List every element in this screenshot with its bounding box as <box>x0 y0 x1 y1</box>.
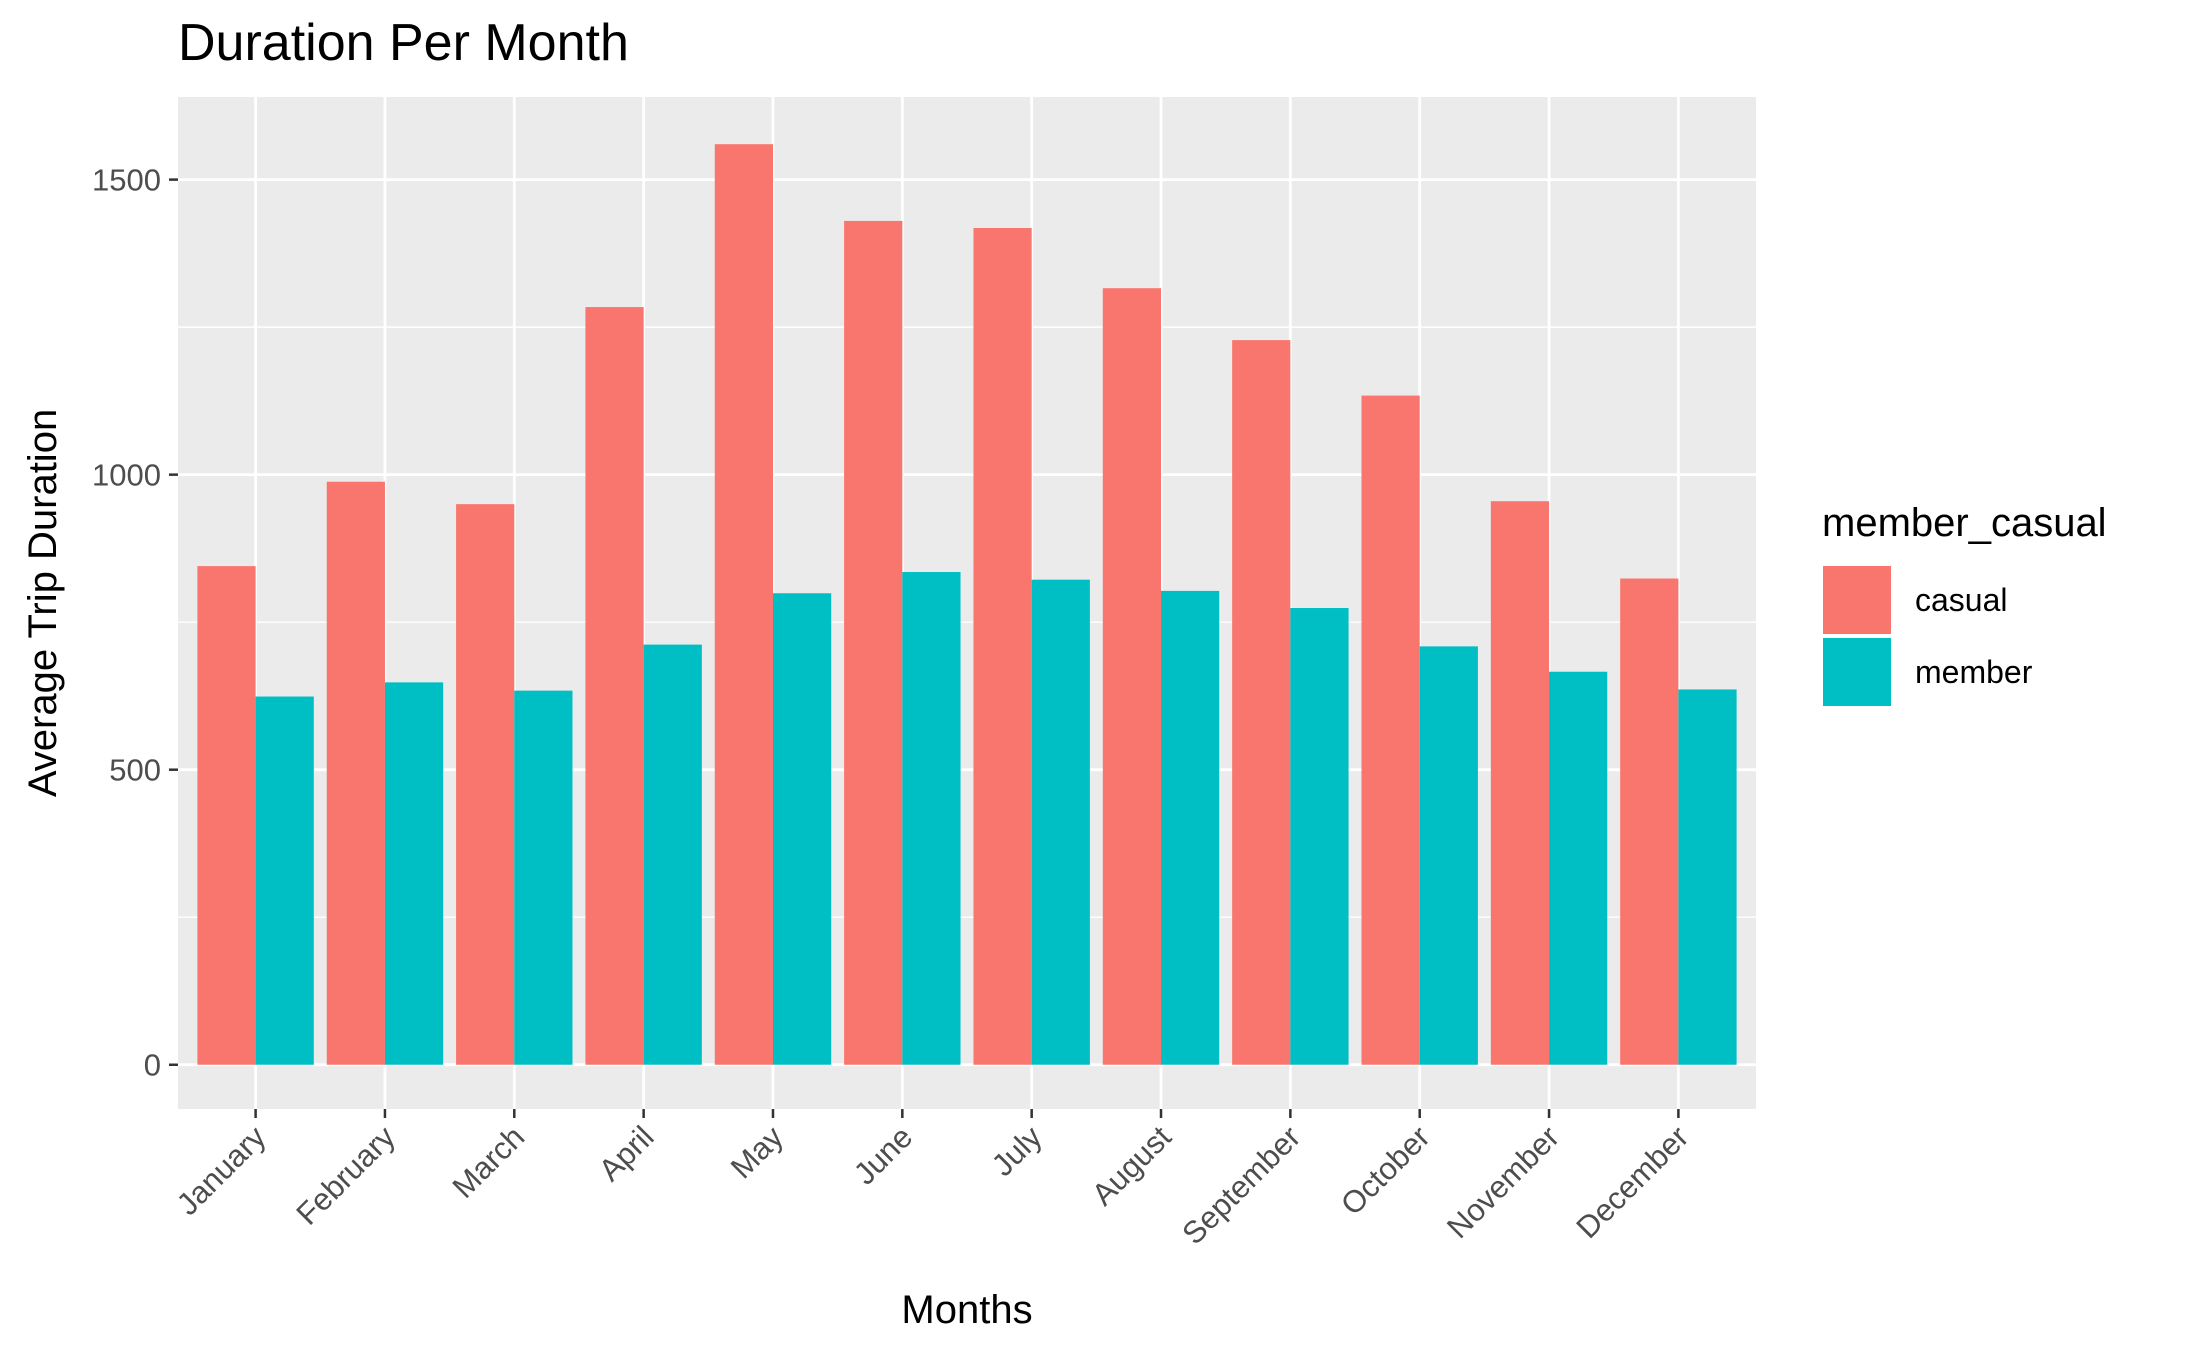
bar-casual-august <box>1102 288 1162 1065</box>
bar-casual-october <box>1361 395 1420 1065</box>
bar-casual-june <box>844 220 903 1065</box>
bar-member-november <box>1549 671 1608 1065</box>
x-tick-label: December <box>1569 1119 1695 1245</box>
y-tick-label: 500 <box>109 753 161 788</box>
y-tick-label: 1000 <box>92 458 161 493</box>
x-tick-label: July <box>985 1119 1049 1183</box>
x-tick-label: October <box>1334 1119 1437 1222</box>
legend-title: member_casual <box>1822 501 2107 545</box>
bar-casual-november <box>1490 501 1550 1065</box>
legend-label-member: member <box>1915 654 2033 690</box>
bar-member-march <box>514 690 573 1065</box>
bar-member-july <box>1031 579 1090 1065</box>
bar-member-january <box>255 696 314 1065</box>
bar-member-october <box>1419 646 1478 1065</box>
x-axis-title: Months <box>901 1288 1032 1332</box>
x-tick-label: September <box>1175 1119 1307 1251</box>
legend-key-member <box>1821 636 1893 708</box>
bar-member-september <box>1290 608 1349 1065</box>
x-tick-label: November <box>1440 1119 1566 1245</box>
bar-member-april <box>643 644 702 1065</box>
bar-casual-december <box>1620 578 1679 1065</box>
x-tick-label: April <box>592 1119 661 1188</box>
bar-member-december <box>1678 689 1737 1065</box>
x-tick-label: August <box>1085 1119 1178 1212</box>
bar-member-may <box>772 593 832 1065</box>
x-tick-label: March <box>446 1119 532 1205</box>
bar-casual-april <box>585 307 644 1065</box>
y-axis: 0 500 1000 1500 <box>92 163 178 1083</box>
legend: member_casual casual member <box>1821 501 2107 708</box>
bar-casual-january <box>197 566 256 1065</box>
bar-casual-february <box>326 481 385 1065</box>
bar-casual-july <box>973 227 1032 1065</box>
bars <box>197 144 1737 1065</box>
x-tick-label: February <box>289 1119 402 1232</box>
bar-member-june <box>902 572 961 1065</box>
bar-casual-march <box>456 504 515 1065</box>
x-tick-label: June <box>847 1119 919 1191</box>
bar-member-august <box>1161 590 1220 1065</box>
x-axis: January February March April May June July Augu… <box>170 1109 1695 1251</box>
chart-title: Duration Per Month <box>178 14 629 72</box>
x-tick-label: May <box>724 1119 791 1186</box>
legend-label-casual: casual <box>1915 582 2008 618</box>
bar-casual-may <box>714 144 773 1065</box>
x-tick-label: January <box>170 1119 273 1222</box>
bar-member-february <box>384 682 444 1065</box>
bar-casual-september <box>1232 340 1291 1065</box>
y-tick-label: 0 <box>144 1048 161 1083</box>
y-tick-label: 1500 <box>92 163 161 198</box>
legend-key-casual <box>1821 564 1893 636</box>
y-axis-title: Average Trip Duration <box>21 409 65 797</box>
